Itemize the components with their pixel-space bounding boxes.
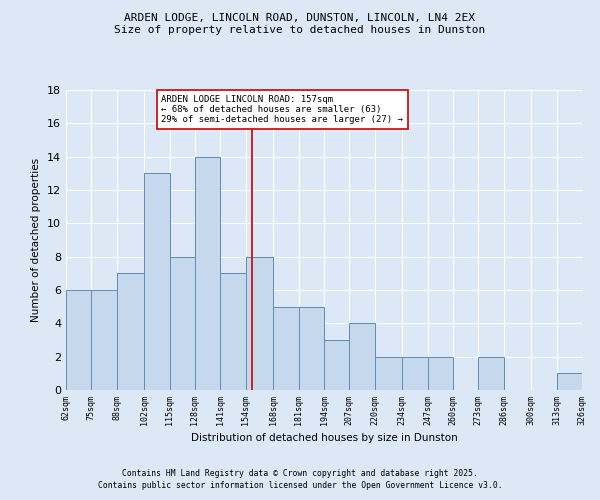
Bar [375, 356, 402, 390]
Bar [428, 356, 453, 390]
Y-axis label: Number of detached properties: Number of detached properties [31, 158, 41, 322]
Bar [66, 290, 91, 390]
Text: Contains public sector information licensed under the Open Government Licence v3: Contains public sector information licen… [98, 481, 502, 490]
Bar [324, 340, 349, 390]
Bar [349, 324, 375, 390]
Bar [220, 274, 246, 390]
Bar [246, 256, 273, 390]
Bar [144, 174, 170, 390]
Bar [195, 156, 220, 390]
Text: Contains HM Land Registry data © Crown copyright and database right 2025.: Contains HM Land Registry data © Crown c… [122, 468, 478, 477]
Bar [117, 274, 144, 390]
Bar [557, 374, 582, 390]
Text: ARDEN LODGE LINCOLN ROAD: 157sqm
← 68% of detached houses are smaller (63)
29% o: ARDEN LODGE LINCOLN ROAD: 157sqm ← 68% o… [161, 94, 403, 124]
Text: ARDEN LODGE, LINCOLN ROAD, DUNSTON, LINCOLN, LN4 2EX: ARDEN LODGE, LINCOLN ROAD, DUNSTON, LINC… [125, 12, 476, 22]
Bar [478, 356, 504, 390]
Bar [299, 306, 324, 390]
X-axis label: Distribution of detached houses by size in Dunston: Distribution of detached houses by size … [191, 433, 457, 443]
Text: Size of property relative to detached houses in Dunston: Size of property relative to detached ho… [115, 25, 485, 35]
Bar [273, 306, 299, 390]
Bar [91, 290, 117, 390]
Bar [402, 356, 428, 390]
Bar [170, 256, 195, 390]
